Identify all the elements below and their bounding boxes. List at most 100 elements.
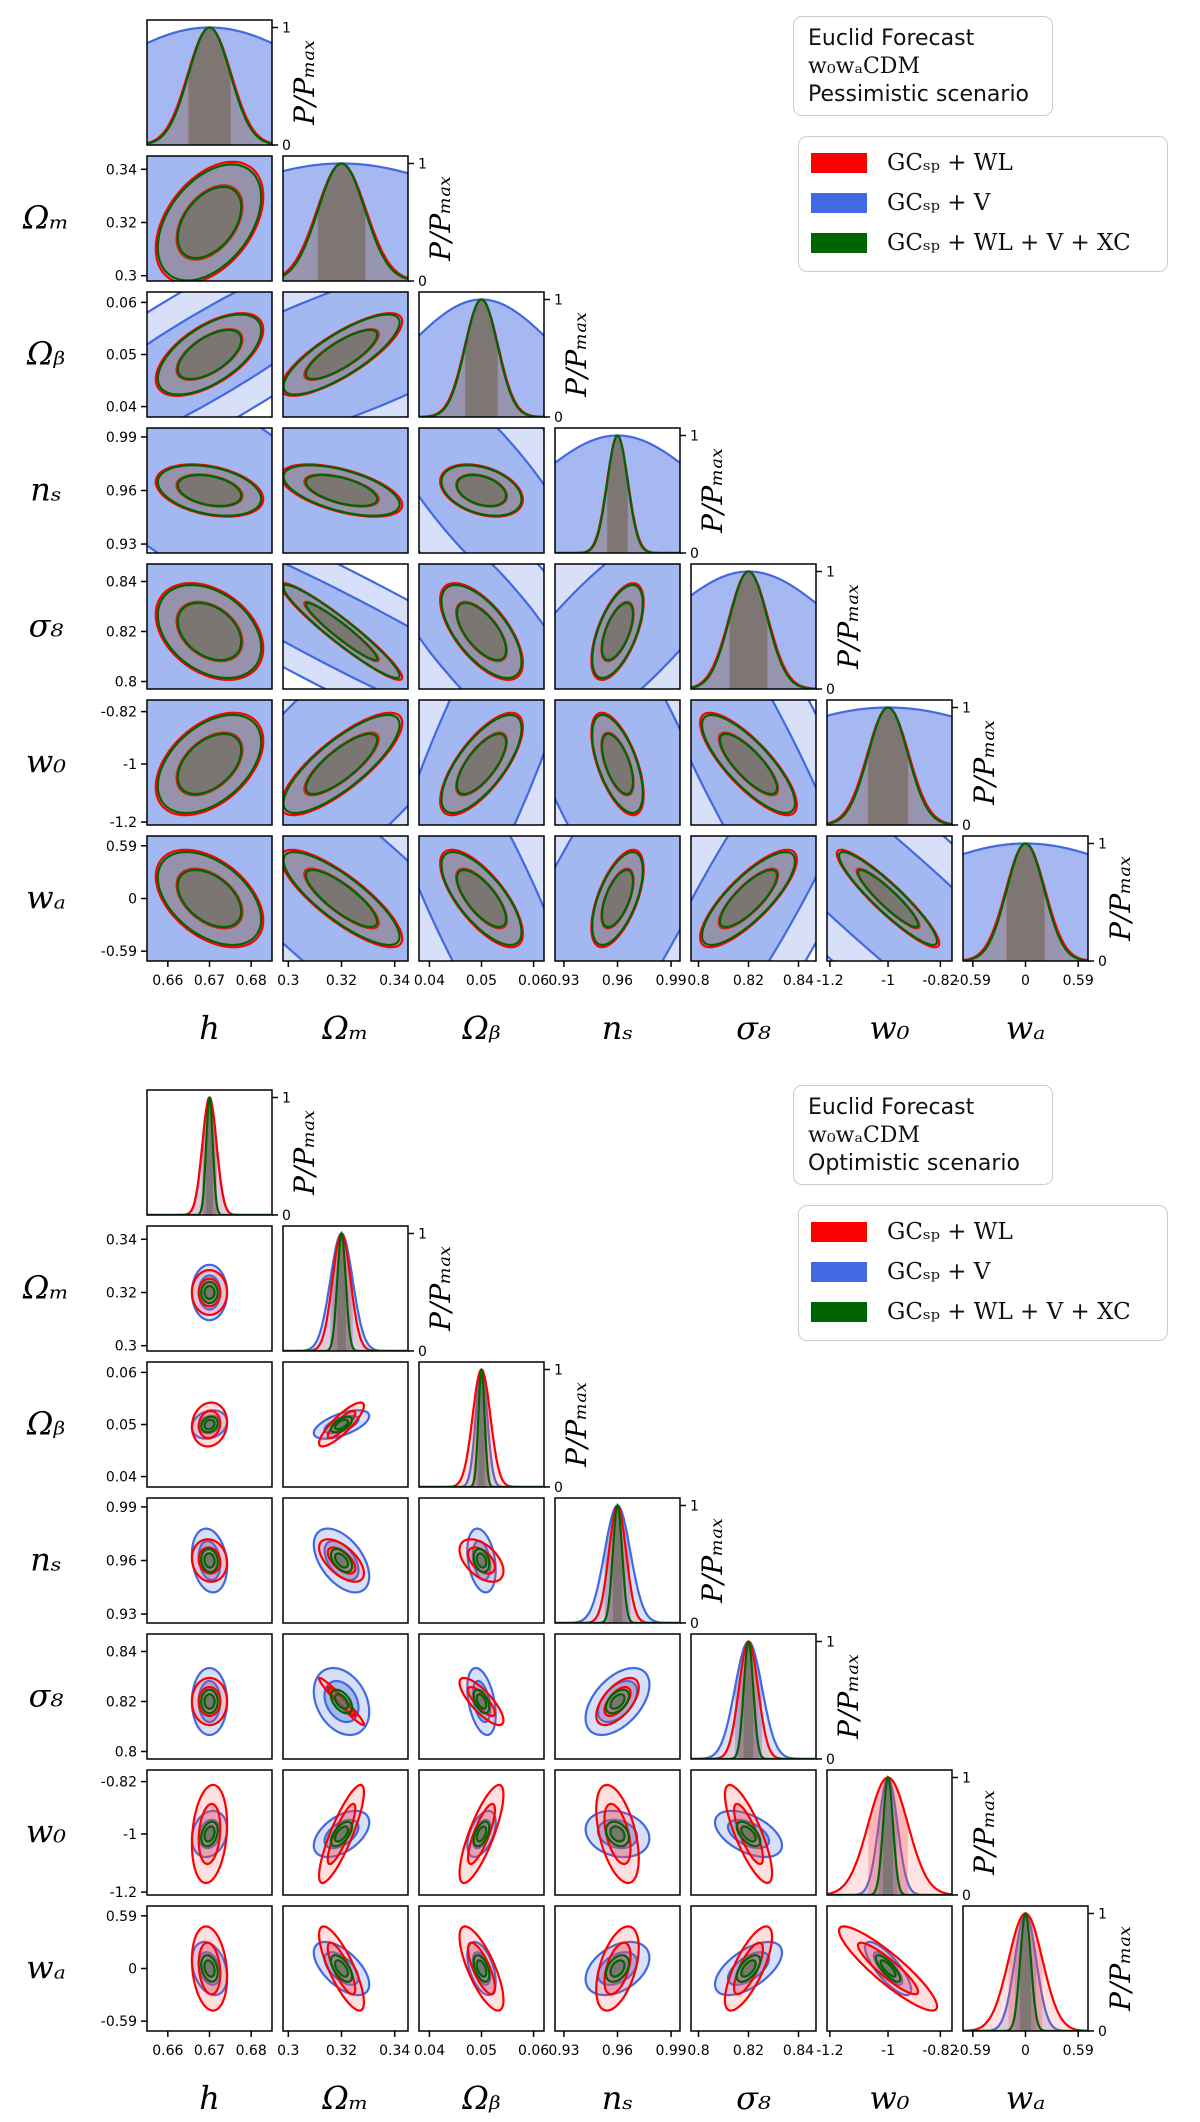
x-axis-label-s8: σ₈ [736,2079,771,2117]
cell-Om-s8 [282,1633,409,1760]
contour-1sigma-2 [333,1552,350,1569]
x-axis-label-wa: wₐ [1006,2079,1045,2117]
cell-h-wa: 0.66 0.67 0.68 h -0.59 0 0.59 wₐ [26,1905,273,2117]
diag-tick-label: 1 [1098,837,1107,853]
cell-frame [826,835,953,962]
contour-1sigma-2 [475,1552,488,1569]
x-tick-label: 0 [1021,973,1030,989]
cell-frame [146,1769,273,1896]
cell-frame [282,699,409,826]
x-axis-label-Om: Ωₘ [321,2079,368,2117]
diag-ylabel: P/Pₘₐₓ [424,176,457,262]
y-tick-label: 0.59 [106,1909,137,1925]
y-tick-label: 0.99 [106,430,137,446]
x-axis-label-w0: w₀ [869,1009,909,1047]
x-tick-label: 0.05 [466,973,497,989]
corner-panel-optimistic: 01P/Pₘₐₓ0.30.320.34Ωₘ01P/Pₘₐₓ0.040.050.0… [22,1089,1137,2117]
posterior-curve-2 [147,26,272,145]
diag-tick-label: 1 [826,1635,835,1651]
contour-1sigma-2 [455,473,508,508]
x-tick-label: 0.99 [655,2043,686,2059]
cell-s8-diag: 0 1 P/Pₘₐₓ [690,563,865,698]
cell-frame [146,155,273,282]
x-tick-label: 0.66 [152,2043,183,2059]
cell-frame [282,1769,409,1896]
y-tick-label: 0.34 [106,162,137,178]
x-axis-label-Om: Ωₘ [321,1009,368,1047]
contour-1sigma-2 [304,732,379,796]
contour-1sigma-2 [609,1693,626,1710]
contour-1sigma-2 [333,1959,350,1978]
cell-ns-s8 [554,1633,681,1760]
legend-swatch-green [811,1302,867,1322]
y-tick-label: 0 [128,892,137,908]
cell-ns-diag: 0 1 P/Pₘₐₓ [554,1497,729,1632]
posterior-1sigma-band-2 [883,1777,893,1895]
x-axis-label-wa: wₐ [1006,1009,1045,1047]
diag-tick-label: 0 [962,1888,971,1904]
cell-frame [282,1225,409,1352]
contour-1sigma-2 [203,1693,216,1710]
contour-1sigma-2 [879,1959,897,1978]
diag-ylabel: P/Pₘₐₓ [288,40,321,126]
cell-Om-s8 [282,563,409,690]
cell-Om-Ob [282,1361,409,1488]
cell-Om-w0 [282,1769,409,1896]
cell-frame [146,1633,273,1760]
posterior-1sigma-band-2 [1006,843,1045,961]
diag-ylabel: P/Pₘₐₓ [968,720,1001,806]
y-tick-label: 0.32 [106,215,137,231]
posterior-curve-0 [827,1776,952,1895]
contour-1sigma-2 [203,1284,216,1301]
cell-Ob-w0 [418,699,545,826]
y-tick-label: 0.82 [106,625,137,641]
posterior-1sigma-band-2 [612,1505,623,1623]
legend-item-gcsp-wl: GCₛₚ + WL [811,1212,1153,1252]
contour-1sigma-2 [176,473,243,508]
x-tick-label: -0.82 [922,2043,958,2059]
posterior-curve-1 [691,570,816,605]
cell-h-diag: 0 1 P/Pₘₐₓ [146,19,321,154]
x-tick-label: 0.84 [783,2043,814,2059]
y-tick-label: 0.32 [106,1285,137,1301]
y-axis-label-Ob: Ωᵦ [26,1405,65,1443]
legend-item-gcsp-v: GCₛₚ + V [811,183,1153,223]
y-tick-label: 0.99 [106,1500,137,1516]
cell-Ob-s8 [418,563,545,690]
y-tick-label: 0.93 [106,1607,137,1623]
cell-Om-ns [282,427,409,554]
cell-h-w0: -1.2 -1 -0.82 w₀ [26,1769,273,1901]
x-tick-label: -0.59 [955,973,991,989]
diag-tick-label: 0 [282,1208,291,1224]
y-tick-label: 0.05 [106,348,137,364]
cell-frame [146,563,273,690]
cell-frame [418,291,545,418]
x-tick-label: -0.82 [922,973,958,989]
contour-1sigma-2 [203,1825,216,1843]
contour-1sigma-2 [176,185,243,260]
cell-Om-wa: 0.3 0.32 0.34 Ωₘ [277,835,410,1047]
cell-Ob-diag: 0 1 P/Pₘₐₓ [418,1361,593,1496]
diag-ylabel: P/Pₘₐₓ [696,448,729,534]
y-tick-label: -1.2 [110,1885,137,1901]
diag-ylabel: P/Pₘₐₓ [560,1382,593,1468]
y-tick-label: 0.3 [115,1339,137,1355]
x-tick-label: 0.04 [414,2043,445,2059]
cell-frame [418,563,545,690]
y-tick-label: 0.04 [106,1470,137,1486]
cell-ns-wa: 0.93 0.96 0.99 nₛ [548,1905,687,2117]
legend-label: GCₛₚ + V [887,1259,991,1285]
cell-w0-diag: 0 1 P/Pₘₐₓ [826,1769,1001,1904]
posterior-1sigma-band-2 [318,163,365,281]
diag-tick-label: 1 [690,429,699,445]
contour-1sigma-2 [740,1825,757,1843]
x-tick-label: 0.34 [379,2043,410,2059]
legend-pessimistic: GCₛₚ + WL GCₛₚ + V GCₛₚ + WL + V + XC [798,136,1168,272]
contour-1sigma-2 [455,601,508,662]
contour-1sigma-2 [333,1693,350,1710]
y-axis-label-s8: σ₈ [29,607,64,645]
posterior-curve-1 [283,162,408,175]
x-tick-label: 0.96 [602,973,633,989]
diag-ylabel: P/Pₘₐₓ [968,1790,1001,1876]
